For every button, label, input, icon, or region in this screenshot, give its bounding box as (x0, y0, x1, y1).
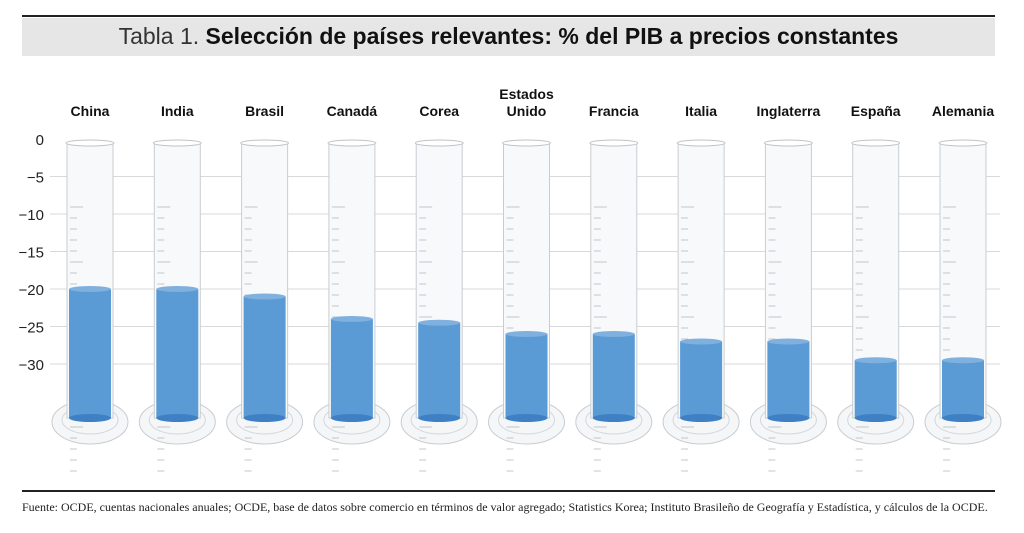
cylinder-rim (502, 139, 551, 147)
title-prefix: Tabla 1. (118, 23, 200, 49)
cylinder-rim (589, 139, 639, 147)
liquid-bottom (69, 414, 111, 422)
cylinder-rim (327, 139, 377, 147)
liquid-surface (505, 331, 548, 337)
liquid-bottom (854, 414, 897, 422)
liquid-bar (942, 360, 984, 418)
category-label: Italia (685, 103, 717, 119)
cylinder-rim (676, 139, 726, 147)
liquid-surface (767, 338, 810, 345)
liquid-surface (942, 357, 984, 364)
liquid-bar (243, 296, 286, 418)
cylinder-chart: 0 −5 −10 −15 −20 −25 −30 China India Brasil Canadá… (19, 86, 1002, 472)
cylinder-rim (851, 139, 901, 147)
category-label: Brasil (245, 103, 284, 119)
source-note: Fuente: OCDE, cuentas nacionales anuales… (22, 500, 988, 514)
category-label: Inglaterra (756, 103, 820, 119)
liquid-bottom (767, 414, 810, 422)
bottom-rule (22, 490, 995, 492)
category-label: Estados Unido (499, 86, 554, 119)
liquid-bar (505, 334, 548, 418)
liquid-bottom (942, 414, 984, 422)
category-label: China (71, 103, 110, 119)
category-label: España (851, 103, 901, 119)
liquid-bottom (418, 414, 461, 422)
liquid-surface (243, 293, 286, 300)
title-text: Selección de países relevantes: % del PI… (205, 23, 899, 49)
y-tick-label: −5 (27, 170, 44, 187)
liquid-surface (854, 357, 897, 364)
y-tick-label: 0 (36, 132, 44, 149)
liquid-surface (592, 331, 635, 337)
liquid-surface (69, 286, 111, 292)
liquid-bottom (330, 414, 373, 422)
category-label: Corea (419, 103, 459, 119)
category-label: Francia (589, 103, 639, 119)
chart-title: Tabla 1. Selección de países relevantes:… (22, 18, 995, 56)
top-rule (22, 15, 995, 17)
liquid-bar (592, 334, 635, 418)
y-tick-label: −30 (19, 357, 44, 374)
y-tick-label: −20 (19, 282, 44, 299)
liquid-surface (680, 338, 723, 345)
y-tick-label: −25 (19, 320, 44, 337)
liquid-surface (330, 316, 373, 322)
cylinder-rim (938, 139, 988, 147)
liquid-bottom (680, 414, 723, 422)
liquid-surface (418, 319, 461, 326)
liquid-bottom (156, 414, 199, 422)
y-tick-label: −10 (19, 207, 44, 224)
cylinder-rim (763, 139, 813, 147)
liquid-bar (854, 360, 897, 418)
cylinder-rim (414, 139, 464, 147)
liquid-bottom (243, 414, 286, 422)
liquid-bottom (505, 414, 548, 422)
liquid-surface (156, 286, 199, 292)
liquid-bar (767, 341, 810, 418)
liquid-bar (418, 322, 461, 418)
cylinder-rim (240, 139, 290, 147)
category-label: Alemania (932, 103, 994, 119)
cylinder-rim (152, 139, 202, 147)
liquid-bar (69, 289, 111, 418)
liquid-bar (330, 319, 373, 418)
liquid-bar (156, 289, 199, 418)
category-label: Canadá (327, 103, 378, 119)
y-tick-label: −15 (19, 245, 44, 262)
liquid-bar (680, 341, 723, 418)
category-label: India (161, 103, 194, 119)
liquid-bottom (592, 414, 635, 422)
cylinder-rim (65, 139, 115, 147)
